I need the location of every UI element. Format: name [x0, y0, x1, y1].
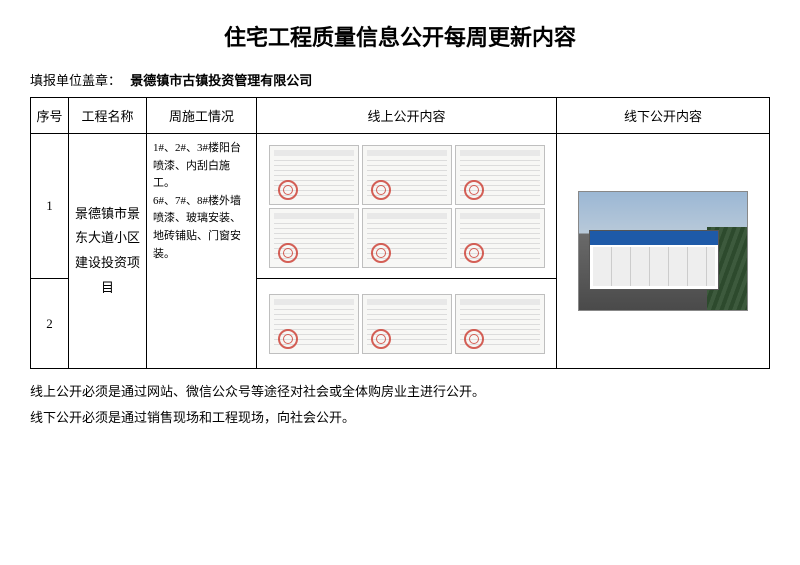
notes: 线上公开必须是通过网站、微信公众号等途径对社会或全体购房业主进行公开。 线下公开…: [30, 379, 770, 431]
cell-online: [257, 279, 557, 369]
forms-row: [269, 145, 545, 205]
stamp-icon: [278, 180, 298, 200]
week-status-line: 1#、2#、3#楼阳台喷漆、内刮白施工。: [153, 140, 250, 193]
main-table: 序号 工程名称 周施工情况 线上公开内容 线下公开内容 1 景德镇市景东大道小区…: [30, 97, 770, 369]
online-forms-grid: [261, 294, 552, 354]
form-thumbnail: [455, 145, 545, 205]
header-online: 线上公开内容: [257, 98, 557, 134]
form-thumbnail: [362, 145, 452, 205]
stamp-icon: [464, 329, 484, 349]
form-thumbnail: [455, 208, 545, 268]
cell-project-name: 景德镇市景东大道小区建设投资项目: [69, 134, 147, 369]
forms-row: [269, 208, 545, 268]
stamp-icon: [371, 243, 391, 263]
table-header-row: 序号 工程名称 周施工情况 线上公开内容 线下公开内容: [31, 98, 770, 134]
cell-seq: 1: [31, 134, 69, 279]
forms-row: [269, 294, 545, 354]
reporter-value: 景德镇市古镇投资管理有限公司: [130, 73, 312, 88]
form-thumbnail: [269, 145, 359, 205]
stamp-icon: [464, 243, 484, 263]
table-row: 1 景德镇市景东大道小区建设投资项目 1#、2#、3#楼阳台喷漆、内刮白施工。 …: [31, 134, 770, 279]
stamp-icon: [278, 243, 298, 263]
stamp-icon: [278, 329, 298, 349]
reporter-line: 填报单位盖章： 景德镇市古镇投资管理有限公司: [30, 70, 770, 89]
stamp-icon: [371, 180, 391, 200]
header-seq: 序号: [31, 98, 69, 134]
note-line: 线下公开必须是通过销售现场和工程现场，向社会公开。: [30, 405, 770, 431]
form-thumbnail: [362, 294, 452, 354]
cell-offline: [557, 134, 770, 369]
header-project-name: 工程名称: [69, 98, 147, 134]
online-forms-grid: [261, 145, 552, 268]
cell-week-status: 1#、2#、3#楼阳台喷漆、内刮白施工。 6#、7#、8#楼外墙喷漆、玻璃安装、…: [147, 134, 257, 369]
form-thumbnail: [362, 208, 452, 268]
board-header: [590, 231, 718, 245]
header-week-status: 周施工情况: [147, 98, 257, 134]
notice-board: [589, 230, 719, 290]
reporter-label: 填报单位盖章：: [30, 73, 121, 88]
cell-online: [257, 134, 557, 279]
stamp-icon: [464, 180, 484, 200]
stamp-icon: [371, 329, 391, 349]
page-title: 住宅工程质量信息公开每周更新内容: [30, 20, 770, 52]
board-body: [593, 247, 715, 286]
offline-site-photo: [578, 191, 748, 311]
cell-seq: 2: [31, 279, 69, 369]
form-thumbnail: [455, 294, 545, 354]
week-status-line: 6#、7#、8#楼外墙喷漆、玻璃安装、地砖铺贴、门窗安装。: [153, 193, 250, 263]
form-thumbnail: [269, 208, 359, 268]
header-offline: 线下公开内容: [557, 98, 770, 134]
note-line: 线上公开必须是通过网站、微信公众号等途径对社会或全体购房业主进行公开。: [30, 379, 770, 405]
form-thumbnail: [269, 294, 359, 354]
